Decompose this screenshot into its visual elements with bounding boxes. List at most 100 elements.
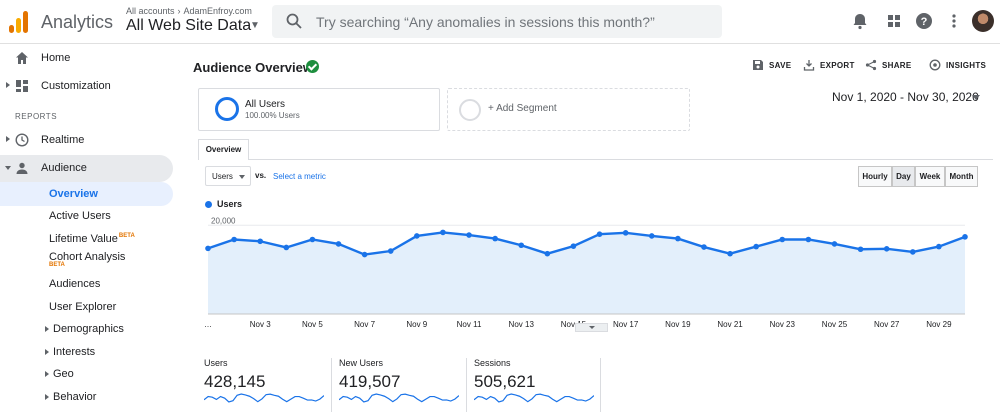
sidebar-item-realtime[interactable]: Realtime (0, 127, 174, 153)
breadcrumb-account[interactable]: AdamEnfroy.com (183, 6, 252, 16)
sidebar-item-audience[interactable]: Audience (0, 155, 174, 181)
expand-arrow-icon[interactable] (6, 82, 10, 88)
sidebar-subitem-active-users[interactable]: Active Users (49, 210, 111, 222)
stat-sessions[interactable]: Sessions 505,621 (474, 358, 604, 412)
add-segment-button[interactable]: + Add Segment (447, 88, 690, 131)
tab-overview[interactable]: Overview (198, 139, 249, 160)
chevron-right-icon: › (177, 6, 181, 16)
sidebar: Home Customization REPORTS Realtime Audi… (0, 44, 186, 412)
sidebar-subitem-overview[interactable]: Overview (49, 188, 98, 200)
expand-arrow-icon[interactable] (45, 394, 49, 400)
sidebar-subitem-lifetime-value[interactable]: Lifetime ValueBETA (49, 233, 135, 245)
stat-label: Sessions (474, 358, 511, 368)
expand-arrow-icon[interactable] (6, 136, 10, 142)
beta-badge: BETA (118, 233, 135, 239)
granularity-month[interactable]: Month (945, 166, 978, 187)
data-point (936, 243, 942, 250)
metric-dropdown[interactable]: Users (205, 166, 251, 186)
date-range-picker[interactable]: Nov 1, 2020 - Nov 30, 2020 (832, 90, 979, 104)
search-input[interactable] (316, 12, 716, 32)
more-vert-icon[interactable] (945, 12, 963, 30)
sidebar-subitem-demographics[interactable]: Demographics (53, 323, 124, 335)
sidebar-subitem-interests[interactable]: Interests (53, 346, 96, 358)
sidebar-item-label: Home (41, 52, 71, 64)
data-point (335, 241, 342, 247)
segment-title: All Users (245, 99, 286, 110)
expand-arrow-icon[interactable] (45, 349, 49, 355)
select-metric-link[interactable]: Select a metric (273, 172, 326, 181)
granularity-week[interactable]: Week (915, 166, 945, 187)
beta-badge: BETA (49, 262, 65, 268)
caret-down-icon[interactable] (972, 95, 980, 100)
sidebar-item-label: Realtime (41, 134, 85, 146)
sidebar-item-home[interactable]: Home (0, 45, 174, 71)
divider (466, 358, 467, 412)
svg-text:?: ? (921, 16, 928, 28)
sidebar-subitem-geo[interactable]: Geo (53, 368, 74, 380)
metric-dropdown-value: Users (212, 172, 233, 181)
data-point (962, 234, 968, 240)
x-tick-label: Nov 13 (509, 320, 535, 329)
account-breadcrumb[interactable]: All accounts › AdamEnfroy.com (126, 6, 252, 16)
caret-down-icon[interactable]: ▼ (250, 20, 260, 31)
help-icon[interactable]: ? (915, 12, 933, 30)
divider (331, 358, 332, 412)
stat-label: Users (204, 358, 228, 368)
segment-all-users[interactable]: All Users 100.00% Users (198, 88, 440, 131)
granularity-day[interactable]: Day (892, 166, 915, 187)
data-point (831, 241, 838, 247)
bell-icon[interactable] (851, 12, 869, 30)
sparkline-path (339, 393, 459, 403)
data-point (231, 236, 237, 243)
collapse-arrow-icon[interactable] (5, 166, 11, 170)
property-selector[interactable]: All Web Site Data (126, 17, 252, 34)
app-name: Analytics (41, 12, 114, 32)
x-tick-label: Nov 29 (926, 320, 952, 329)
x-tick-label: Nov 19 (665, 320, 691, 329)
save-icon (753, 60, 763, 70)
x-tick-label: Nov 21 (717, 320, 743, 329)
sidebar-subitem-user-explorer[interactable]: User Explorer (49, 301, 117, 313)
apps-grid-icon[interactable] (885, 12, 903, 30)
data-point (518, 242, 525, 249)
stat-users[interactable]: Users 428,145 (204, 358, 334, 412)
sidebar-item-label: Customization (41, 80, 111, 92)
data-point (675, 235, 681, 242)
sidebar-subitem-behavior[interactable]: Behavior (53, 391, 97, 403)
stat-new-users[interactable]: New Users 419,507 (339, 358, 469, 412)
sidebar-subitem-audiences[interactable]: Audiences (49, 278, 101, 290)
search-bar[interactable] (272, 5, 722, 38)
vs-label: vs. (255, 171, 267, 180)
tab-divider (198, 159, 993, 160)
expand-arrow-icon[interactable] (45, 326, 49, 332)
caret-down-icon (239, 175, 245, 179)
data-point (492, 235, 498, 242)
data-point (544, 250, 551, 257)
sparkline (204, 393, 324, 403)
stat-label: New Users (339, 358, 384, 368)
divider (600, 358, 601, 412)
sparkline-path (204, 393, 324, 403)
collapse-chart-handle[interactable] (575, 323, 608, 332)
x-tick-label: Nov 17 (613, 320, 639, 329)
legend-marker (205, 201, 212, 208)
breadcrumb-all-accounts[interactable]: All accounts (126, 6, 175, 16)
granularity-hourly[interactable]: Hourly (858, 166, 892, 187)
sparkline-path (474, 393, 594, 403)
avatar[interactable] (972, 10, 994, 32)
person-icon (16, 162, 28, 174)
data-point (648, 233, 655, 239)
expand-arrow-icon[interactable] (45, 371, 49, 377)
add-segment-label: + Add Segment (488, 103, 557, 114)
analytics-logo-icon[interactable] (9, 11, 29, 33)
data-point (883, 246, 890, 252)
x-tick-label: Nov 3 (250, 320, 271, 329)
sidebar-item-customization[interactable]: Customization (0, 73, 174, 99)
top-bar: Analytics All accounts › AdamEnfroy.com Al… (0, 0, 1000, 44)
legend-label: Users (217, 199, 243, 209)
sparkline (339, 393, 459, 403)
data-point (440, 229, 446, 236)
sidebar-subitem-cohort-analysis[interactable]: Cohort Analysis (49, 251, 126, 263)
x-tick-label: Nov 25 (822, 320, 848, 329)
